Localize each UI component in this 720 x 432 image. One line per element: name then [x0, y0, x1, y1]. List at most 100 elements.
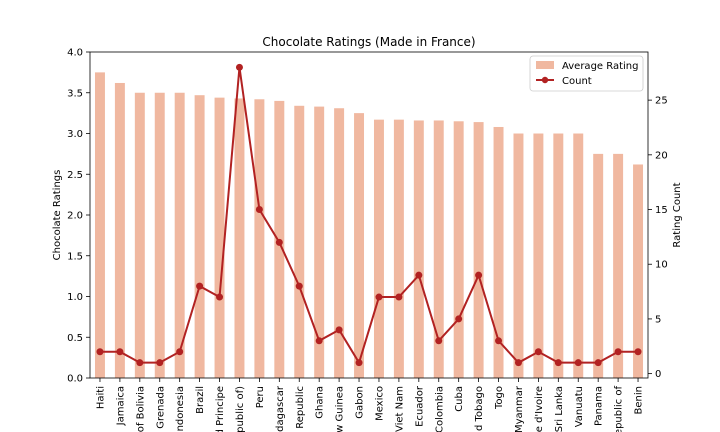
x-tick-label-27: Benin — [634, 386, 645, 414]
count-point-24 — [574, 359, 582, 367]
x-tick-label-22: e d'Ivoire — [534, 386, 545, 432]
x-tick-label-2: of Bolivia — [135, 386, 146, 432]
bar-20 — [493, 126, 504, 378]
bar-24 — [573, 133, 584, 378]
left-tick-label-5: 2.5 — [67, 170, 83, 181]
x-tick-label-21: Myanmar — [514, 385, 525, 432]
x-tick-label-25: Panama — [594, 386, 605, 426]
count-point-20 — [495, 337, 503, 345]
bar-19 — [473, 122, 484, 378]
x-tick-label-19: d Tobago — [474, 386, 485, 431]
count-point-27 — [634, 348, 642, 356]
x-tick-label-26: epublic of — [614, 386, 625, 432]
chart-title: Chocolate Ratings (Made in France) — [262, 35, 475, 49]
count-point-0 — [96, 348, 104, 356]
bar-17 — [433, 120, 444, 379]
bar-27 — [633, 164, 644, 378]
bar-1 — [114, 82, 125, 378]
count-point-5 — [196, 282, 204, 290]
legend: Average Rating Count — [529, 55, 644, 92]
bar-5 — [194, 95, 205, 378]
bar-16 — [413, 120, 424, 379]
count-point-7 — [235, 63, 243, 71]
x-tick-label-23: Sri Lanka — [554, 386, 565, 432]
left-axis: 0.0 0.5 1.0 1.5 2.0 2.5 3.0 3.5 4.0 — [67, 48, 90, 385]
x-tick-label-14: Mexico — [374, 386, 385, 421]
bar-6 — [214, 97, 225, 378]
bar-11 — [314, 106, 325, 378]
count-line — [99, 67, 639, 366]
bar-13 — [354, 113, 365, 378]
x-tick-label-24: Vanuatu — [574, 386, 585, 427]
right-tick-label-0: 0 — [655, 369, 661, 380]
left-tick-label-7: 3.5 — [67, 88, 83, 99]
bar-18 — [453, 121, 464, 379]
bar-10 — [294, 105, 305, 378]
bar-14 — [373, 119, 384, 379]
x-tick-label-13: Gabon — [355, 386, 366, 419]
left-tick-label-2: 1.0 — [67, 292, 83, 303]
bar-2 — [134, 92, 145, 378]
left-axis-label: Chocolate Ratings — [52, 170, 63, 261]
count-point-22 — [534, 348, 542, 356]
count-point-26 — [614, 348, 622, 356]
right-axis-label: Rating Count — [672, 182, 683, 247]
x-tick-label-10: Republic — [295, 386, 306, 429]
x-tick-label-4: ndonesia — [175, 386, 186, 431]
bar-26 — [613, 153, 624, 378]
count-point-8 — [255, 206, 263, 214]
count-line-layer — [96, 63, 642, 367]
bar-3 — [154, 92, 165, 378]
bar-12 — [334, 108, 345, 379]
right-tick-label-1: 5 — [655, 314, 661, 325]
x-tick-label-12: w Guinea — [335, 386, 346, 432]
x-tick-label-9: dagascar — [275, 385, 286, 432]
count-point-16 — [415, 271, 423, 279]
bar-0 — [94, 72, 105, 378]
x-tick-label-18: Cuba — [454, 386, 465, 412]
left-tick-label-3: 1.5 — [67, 251, 83, 262]
right-tick-label-3: 15 — [655, 205, 668, 216]
legend-box — [529, 55, 644, 92]
x-tick-label-16: Ecuador — [414, 385, 425, 427]
count-point-19 — [475, 271, 483, 279]
legend-swatch-count-marker — [541, 76, 549, 84]
count-point-18 — [455, 315, 463, 323]
count-point-23 — [554, 359, 562, 367]
right-axis: 0 5 10 15 20 25 — [648, 96, 668, 380]
bar-7 — [234, 98, 245, 378]
count-point-6 — [216, 293, 224, 301]
count-point-11 — [315, 337, 323, 345]
count-point-12 — [335, 326, 343, 334]
x-tick-label-3: Grenada — [155, 386, 166, 429]
bar-22 — [533, 133, 544, 378]
bar-23 — [553, 133, 564, 378]
x-tick-label-6: d Principe — [215, 386, 226, 432]
count-point-10 — [295, 282, 303, 290]
x-tick-label-0: Haiti — [95, 386, 106, 409]
x-tick-label-20: Togo — [494, 386, 505, 410]
legend-label-average-rating: Average Rating — [562, 61, 638, 72]
x-axis: Haiti Jamaica of Bolivia Grenada ndonesia Bra… — [95, 378, 645, 432]
x-tick-label-7: public of) — [235, 386, 246, 432]
legend-label-count: Count — [562, 76, 592, 87]
count-point-13 — [355, 359, 363, 367]
count-point-4 — [176, 348, 184, 356]
left-tick-label-6: 3.0 — [67, 129, 83, 140]
count-point-17 — [435, 337, 443, 345]
bar-21 — [513, 133, 524, 378]
x-tick-label-15: Viet Nam — [394, 386, 405, 432]
count-point-1 — [116, 348, 124, 356]
count-point-14 — [375, 293, 383, 301]
left-tick-label-1: 0.5 — [67, 333, 83, 344]
count-point-25 — [594, 359, 602, 367]
count-point-3 — [156, 359, 164, 367]
right-tick-label-2: 10 — [655, 260, 668, 271]
bar-4 — [174, 92, 185, 378]
count-point-15 — [395, 293, 403, 301]
right-tick-label-5: 25 — [655, 96, 668, 107]
count-point-9 — [275, 238, 283, 246]
bar-8 — [254, 99, 265, 379]
left-tick-label-0: 0.0 — [67, 374, 83, 385]
